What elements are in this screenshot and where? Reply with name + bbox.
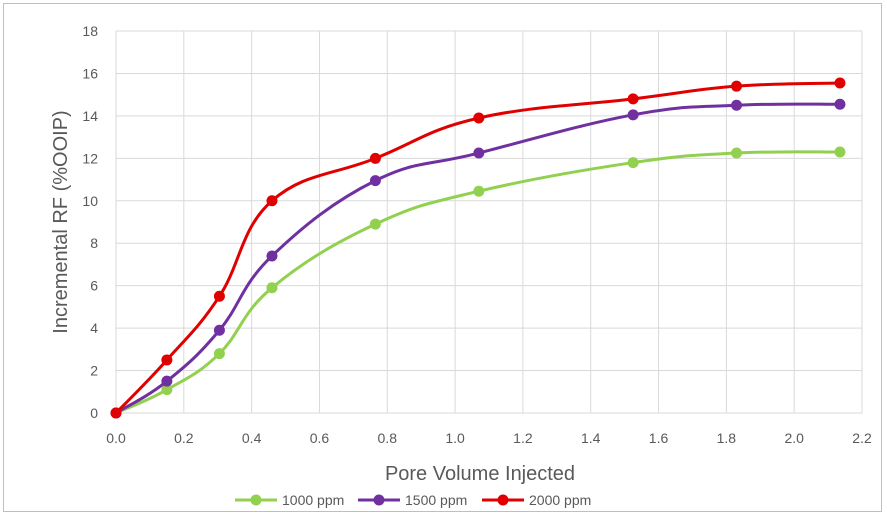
data-point [473, 112, 485, 124]
x-axis-title: Pore Volume Injected [385, 463, 575, 485]
data-point [266, 195, 278, 207]
data-point [627, 93, 639, 105]
data-point [627, 109, 639, 121]
legend-marker [497, 494, 509, 506]
data-point [110, 407, 122, 419]
data-point [834, 77, 846, 89]
y-tick-label: 18 [82, 23, 98, 39]
series-layer [110, 77, 846, 419]
series-2000-ppm [110, 77, 846, 419]
x-tick-label: 1.0 [445, 430, 465, 446]
y-tick-label: 12 [82, 150, 98, 166]
y-tick-label: 10 [82, 193, 98, 209]
x-tick-label: 2.0 [784, 430, 804, 446]
series-line [114, 81, 842, 415]
x-tick-label: 1.8 [717, 430, 737, 446]
data-point [161, 384, 173, 396]
legend-item: 2000 ppm [482, 492, 591, 508]
x-tick-label: 0.0 [106, 430, 126, 446]
data-point [213, 324, 225, 336]
y-tick-label: 6 [90, 278, 98, 294]
x-tick-label: 0.2 [174, 430, 194, 446]
y-axis-ticks: 0 2 4 6 8 10 12 14 16 18 [82, 23, 98, 421]
data-point [627, 157, 639, 169]
y-tick-label: 8 [90, 235, 98, 251]
data-point [213, 348, 225, 360]
data-point [731, 99, 743, 111]
data-point [369, 218, 381, 230]
y-tick-label: 4 [90, 320, 98, 336]
series-line [114, 150, 842, 415]
series-1500-ppm [110, 98, 846, 419]
data-point [161, 354, 173, 366]
data-point [369, 152, 381, 164]
x-tick-label: 0.6 [310, 430, 330, 446]
legend-marker [373, 494, 385, 506]
data-point [731, 147, 743, 159]
series-line [114, 102, 842, 415]
series-1000-ppm [110, 146, 846, 419]
x-tick-label: 1.2 [513, 430, 533, 446]
y-tick-label: 2 [90, 363, 98, 379]
y-tick-label: 14 [82, 108, 98, 124]
x-tick-label: 1.4 [581, 430, 601, 446]
legend-item: 1500 ppm [358, 492, 467, 508]
data-point [473, 147, 485, 159]
x-tick-label: 0.8 [378, 430, 398, 446]
data-point [213, 290, 225, 302]
data-point [834, 98, 846, 110]
data-point [473, 185, 485, 197]
legend-label: 1500 ppm [405, 492, 467, 508]
legend-marker [250, 494, 262, 506]
gridlines [115, 30, 863, 414]
data-point [266, 250, 278, 262]
legend-label: 2000 ppm [529, 492, 591, 508]
y-tick-label: 16 [82, 65, 98, 81]
x-tick-label: 2.2 [852, 430, 872, 446]
legend-label: 1000 ppm [282, 492, 344, 508]
data-point [834, 146, 846, 158]
x-axis-ticks: 0.0 0.2 0.4 0.6 0.8 1.0 1.2 1.4 1.6 1.8 2.0 2.2 [106, 430, 872, 446]
x-tick-label: 0.4 [242, 430, 262, 446]
x-tick-label: 1.6 [649, 430, 669, 446]
data-point [161, 375, 173, 387]
legend: 1000 ppm 1500 ppm 2000 ppm [235, 492, 591, 508]
data-point [266, 282, 278, 294]
data-point [731, 80, 743, 92]
legend-item: 1000 ppm [235, 492, 344, 508]
data-point [369, 175, 381, 187]
y-tick-label: 0 [90, 405, 98, 421]
y-axis-title: Incremental RF (%OOIP) [50, 110, 72, 333]
